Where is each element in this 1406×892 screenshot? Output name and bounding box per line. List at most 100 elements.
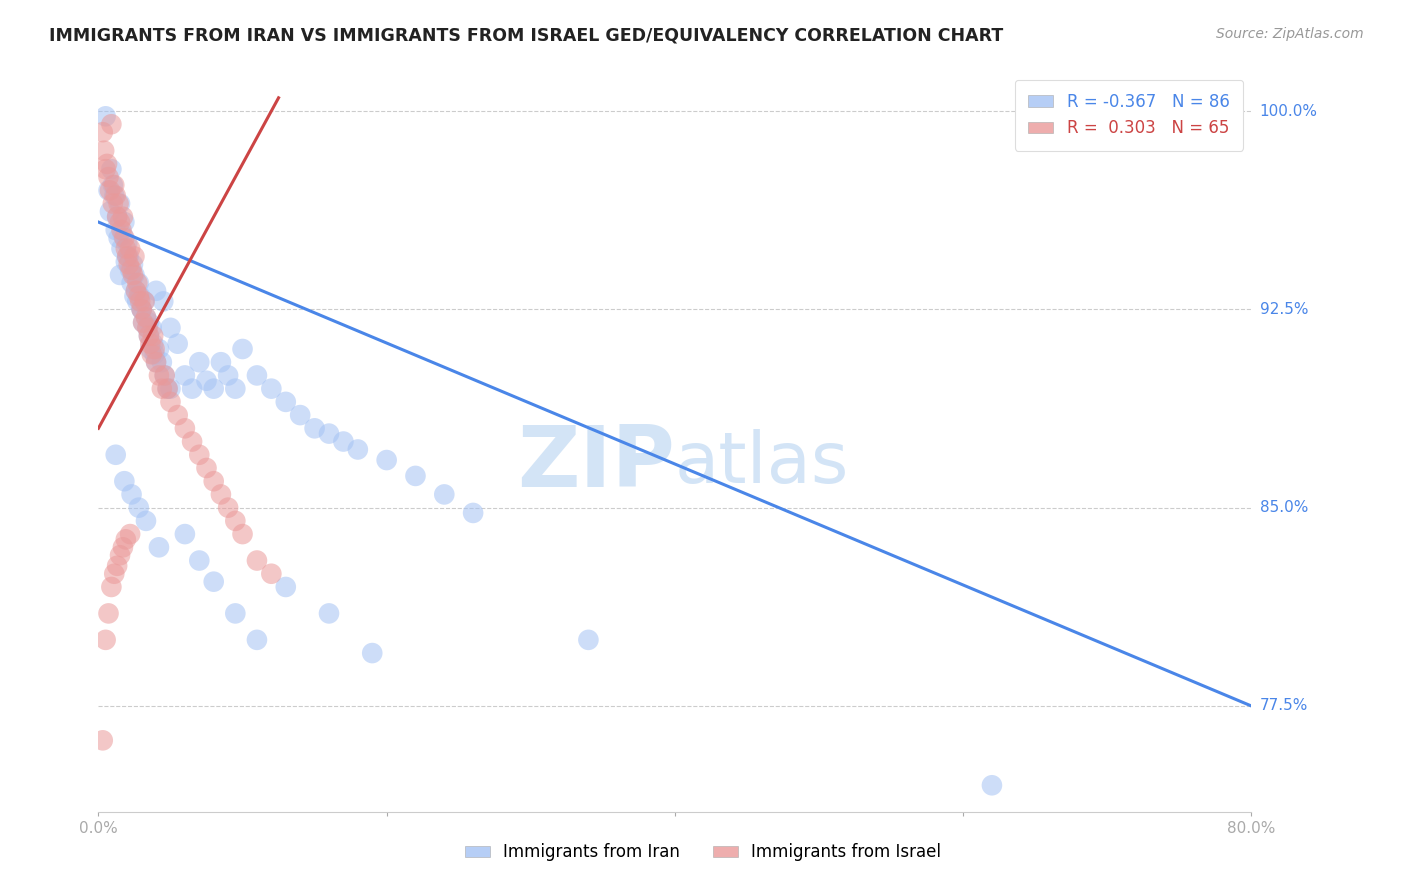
Point — [159, 395, 181, 409]
Point — [94, 109, 117, 123]
Point — [209, 487, 232, 501]
Point — [217, 368, 239, 383]
Point — [138, 316, 160, 330]
Point — [120, 262, 142, 277]
Point — [104, 448, 127, 462]
Point — [166, 408, 188, 422]
Point — [145, 284, 167, 298]
Point — [135, 310, 157, 325]
Point — [209, 355, 232, 369]
Point — [107, 231, 129, 245]
Point — [105, 210, 128, 224]
Point — [101, 178, 124, 192]
Point — [142, 336, 165, 351]
Point — [143, 347, 166, 361]
Point — [124, 250, 146, 264]
Point — [128, 276, 150, 290]
Point — [181, 434, 204, 449]
Point — [103, 566, 125, 581]
Point — [122, 268, 145, 282]
Point — [188, 553, 211, 567]
Legend: R = -0.367   N = 86, R =  0.303   N = 65: R = -0.367 N = 86, R = 0.303 N = 65 — [1015, 79, 1243, 151]
Point — [332, 434, 354, 449]
Point — [141, 347, 163, 361]
Point — [131, 302, 153, 317]
Point — [148, 541, 170, 555]
Point — [91, 733, 114, 747]
Point — [108, 215, 131, 229]
Point — [145, 355, 167, 369]
Point — [152, 294, 174, 309]
Point — [145, 355, 167, 369]
Point — [231, 527, 254, 541]
Point — [195, 461, 218, 475]
Text: IMMIGRANTS FROM IRAN VS IMMIGRANTS FROM ISRAEL GED/EQUIVALENCY CORRELATION CHART: IMMIGRANTS FROM IRAN VS IMMIGRANTS FROM … — [49, 27, 1004, 45]
Point — [124, 268, 146, 282]
Point — [121, 276, 143, 290]
Text: ZIP: ZIP — [517, 422, 675, 505]
Point — [101, 196, 124, 211]
Point — [139, 336, 162, 351]
Point — [118, 250, 141, 264]
Point — [139, 342, 162, 356]
Point — [129, 289, 152, 303]
Point — [224, 514, 246, 528]
Point — [153, 368, 176, 383]
Point — [111, 541, 134, 555]
Point — [461, 506, 484, 520]
Point — [120, 242, 142, 256]
Text: 100.0%: 100.0% — [1260, 103, 1317, 119]
Point — [91, 125, 114, 139]
Point — [110, 223, 132, 237]
Point — [138, 328, 160, 343]
Point — [188, 448, 211, 462]
Point — [231, 342, 254, 356]
Point — [174, 421, 197, 435]
Point — [274, 395, 297, 409]
Point — [121, 487, 143, 501]
Point — [110, 242, 132, 256]
Point — [97, 183, 120, 197]
Point — [121, 262, 143, 277]
Point — [224, 382, 246, 396]
Point — [128, 289, 150, 303]
Point — [405, 469, 427, 483]
Point — [131, 302, 153, 317]
Point — [195, 374, 218, 388]
Point — [138, 328, 160, 343]
Point — [290, 408, 312, 422]
Point — [112, 215, 135, 229]
Point — [134, 294, 156, 309]
Point — [114, 242, 136, 256]
Point — [346, 442, 368, 457]
Point — [202, 574, 225, 589]
Point — [202, 474, 225, 488]
Point — [148, 368, 170, 383]
Point — [108, 548, 131, 562]
Point — [217, 500, 239, 515]
Point — [246, 632, 269, 647]
Point — [129, 294, 152, 309]
Text: 77.5%: 77.5% — [1260, 698, 1308, 714]
Point — [578, 632, 600, 647]
Text: 85.0%: 85.0% — [1260, 500, 1308, 516]
Point — [100, 117, 122, 131]
Point — [103, 178, 125, 192]
Point — [100, 580, 122, 594]
Point — [111, 210, 134, 224]
Point — [135, 514, 157, 528]
Point — [318, 607, 340, 621]
Point — [107, 196, 129, 211]
Point — [142, 328, 165, 343]
Point — [108, 196, 131, 211]
Legend: Immigrants from Iran, Immigrants from Israel: Immigrants from Iran, Immigrants from Is… — [451, 830, 955, 875]
Point — [97, 170, 120, 185]
Point — [156, 382, 179, 396]
Point — [148, 342, 170, 356]
Point — [122, 257, 145, 271]
Point — [260, 382, 283, 396]
Point — [98, 204, 121, 219]
Point — [174, 368, 197, 383]
Point — [104, 188, 127, 202]
Point — [94, 162, 117, 177]
